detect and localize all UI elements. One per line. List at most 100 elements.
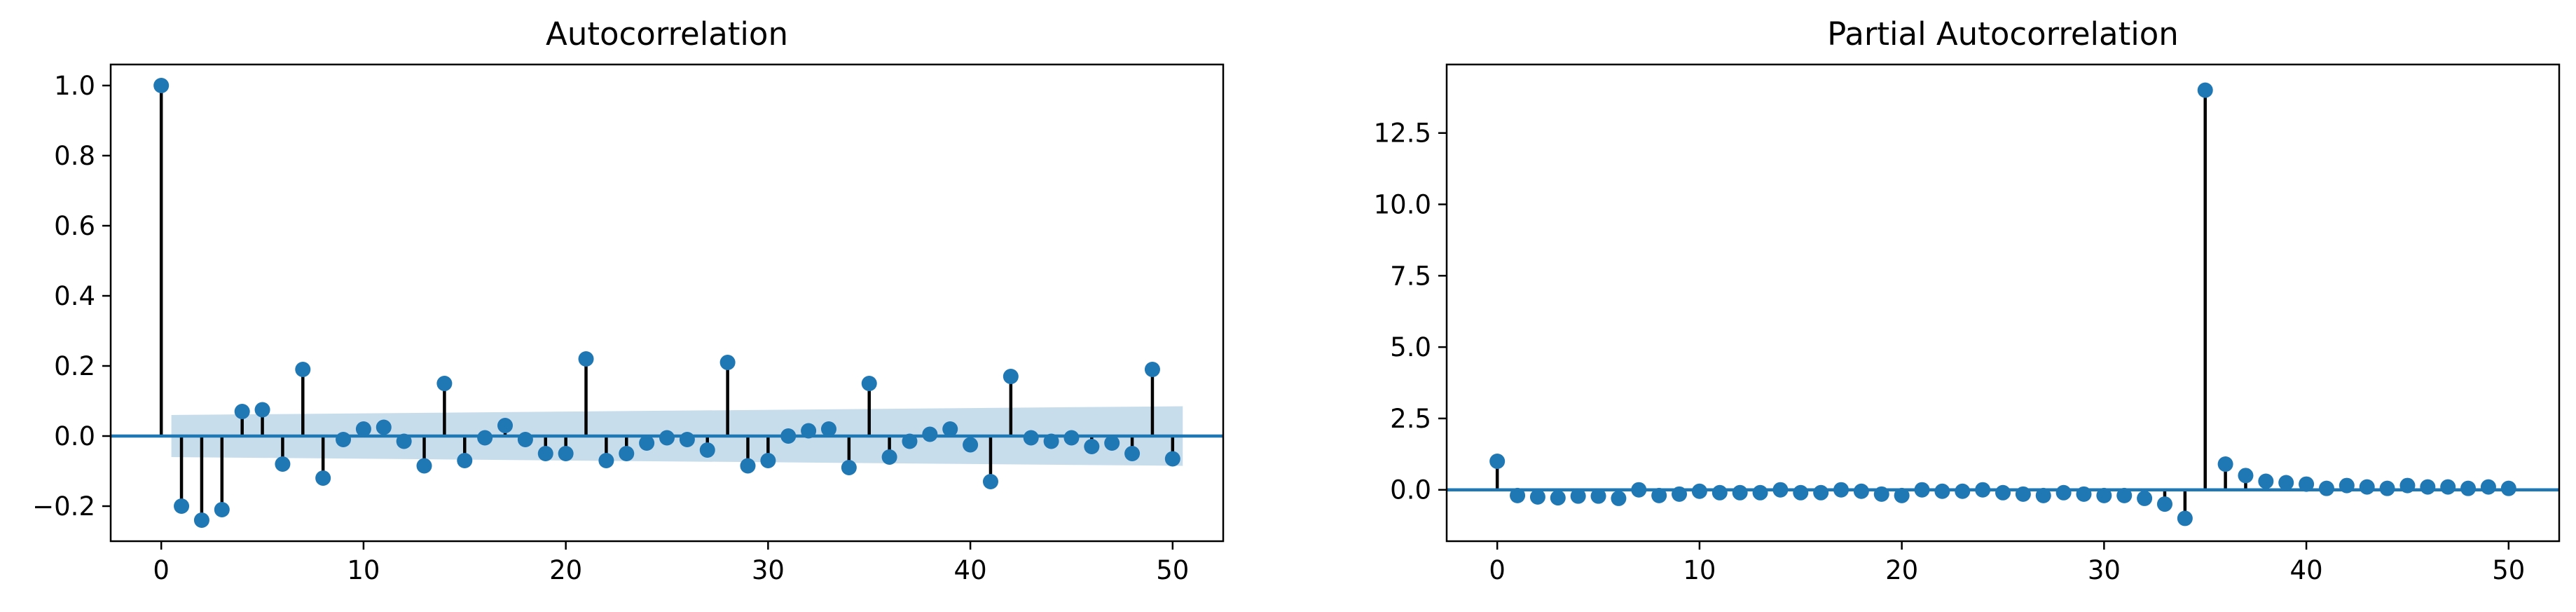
acf-point xyxy=(719,355,736,370)
acf-point xyxy=(1063,430,1080,446)
acf-point xyxy=(1023,430,1039,446)
acf-point xyxy=(942,421,958,437)
pacf-point xyxy=(2238,468,2254,484)
acf-point xyxy=(740,458,756,474)
pacf-panel: Partial Autocorrelation 0 10 20 30 40 50 0.0 2.… xyxy=(1374,15,2561,585)
pacf-point xyxy=(2399,477,2416,494)
pacf-point xyxy=(1631,482,1647,498)
acf-point xyxy=(679,432,695,447)
acf-point xyxy=(1124,446,1141,461)
pacf-point xyxy=(2480,479,2496,495)
acf-point xyxy=(153,78,170,93)
acf-point xyxy=(801,423,817,439)
acf-point xyxy=(396,433,412,449)
pacf-y-tick-label: 0.0 xyxy=(1390,475,1431,505)
pacf-point xyxy=(1691,483,1707,499)
acf-point xyxy=(598,453,614,468)
pacf-point xyxy=(1529,489,1545,505)
pacf-point xyxy=(1793,484,1809,501)
pacf-x-tick-label: 0 xyxy=(1489,555,1506,585)
pacf-point xyxy=(1672,486,1688,502)
pacf-y-tick-label: 2.5 xyxy=(1390,404,1431,434)
pacf-y-tick-label: 5.0 xyxy=(1390,332,1431,362)
pacf-y-tick-label: 10.0 xyxy=(1374,190,1431,220)
acf-x-tick-label: 30 xyxy=(752,555,785,585)
acf-point xyxy=(558,446,574,461)
pacf-point xyxy=(2460,480,2477,496)
acf-point xyxy=(639,435,655,451)
pacf-point xyxy=(2440,479,2456,495)
acf-title: Autocorrelation xyxy=(546,15,788,53)
pacf-point xyxy=(1510,487,1526,503)
acf-y-tick-label: 0.8 xyxy=(54,141,95,171)
acf-y-tick-label: 1.0 xyxy=(54,71,95,101)
pacf-point xyxy=(1489,453,1506,469)
pacf-point xyxy=(2278,475,2294,491)
acf-point xyxy=(982,474,998,489)
acf-x-tick-label: 20 xyxy=(549,555,582,585)
pacf-title: Partial Autocorrelation xyxy=(1827,15,2179,53)
acf-axes-frame xyxy=(109,63,1225,543)
acf-point xyxy=(193,512,209,528)
pacf-point xyxy=(2116,487,2133,503)
acf-point xyxy=(1084,439,1100,454)
pacf-point xyxy=(2359,479,2375,495)
pacf-point xyxy=(1934,483,1950,499)
acf-panel: Autocorrelation 0 10 20 30 40 50 −0.2 0.0 0.2 0.4… xyxy=(32,15,1225,585)
pacf-point xyxy=(2076,486,2092,502)
acf-y-tick-label: 0.4 xyxy=(54,281,95,311)
acf-point xyxy=(315,470,331,486)
acf-point xyxy=(497,418,514,433)
pacf-point xyxy=(1611,490,1627,506)
pacf-point xyxy=(1955,483,1971,499)
acf-point xyxy=(1144,362,1160,377)
pacf-point xyxy=(2318,480,2334,496)
pacf-point xyxy=(2379,480,2395,496)
pacf-x-tick-label: 10 xyxy=(1683,555,1716,585)
acf-point xyxy=(254,402,270,418)
pacf-point xyxy=(2258,473,2274,489)
acf-point xyxy=(436,376,453,391)
acf-point xyxy=(1164,451,1180,467)
pacf-y-tick-label: 7.5 xyxy=(1390,261,1431,291)
pacf-point xyxy=(2420,479,2436,495)
pacf-x-tick-label: 50 xyxy=(2492,555,2525,585)
acf-point xyxy=(336,432,352,447)
pacf-point xyxy=(1914,482,1930,498)
pacf-point xyxy=(2217,456,2233,472)
pacf-point xyxy=(2035,487,2051,503)
acf-point xyxy=(355,421,371,437)
acf-point xyxy=(861,376,877,391)
pacf-point xyxy=(1833,482,1850,498)
acf-point xyxy=(881,449,897,465)
acf-point xyxy=(619,446,635,461)
acf-point xyxy=(295,362,311,377)
pacf-point xyxy=(1711,484,1728,501)
pacf-point xyxy=(1873,486,1889,502)
acf-point xyxy=(578,351,594,367)
pacf-point xyxy=(1853,483,1869,499)
acf-x-tick-label: 50 xyxy=(1156,555,1189,585)
acf-y-tick-label: 0.0 xyxy=(54,421,95,451)
pacf-point xyxy=(2096,487,2112,503)
acf-point xyxy=(780,428,797,444)
acf-x-tick-label: 10 xyxy=(347,555,380,585)
acf-y-tick-label: 0.2 xyxy=(54,351,95,381)
acf-point xyxy=(1104,435,1120,451)
pacf-axes-frame xyxy=(1445,63,2561,543)
acf-point xyxy=(517,432,533,447)
acf-point xyxy=(902,433,918,449)
acf-point xyxy=(214,502,230,517)
pacf-point xyxy=(2177,510,2193,526)
acf-y-tick-label: −0.2 xyxy=(32,491,95,522)
pacf-point xyxy=(2299,476,2315,492)
pacf-point xyxy=(2339,477,2355,494)
acf-point xyxy=(457,453,473,468)
pacf-point xyxy=(1894,487,1910,503)
acf-x-tick-label: 0 xyxy=(153,555,170,585)
acf-point xyxy=(659,430,675,446)
acf-point xyxy=(275,456,291,472)
acf-point xyxy=(234,404,250,419)
acf-point xyxy=(537,446,553,461)
